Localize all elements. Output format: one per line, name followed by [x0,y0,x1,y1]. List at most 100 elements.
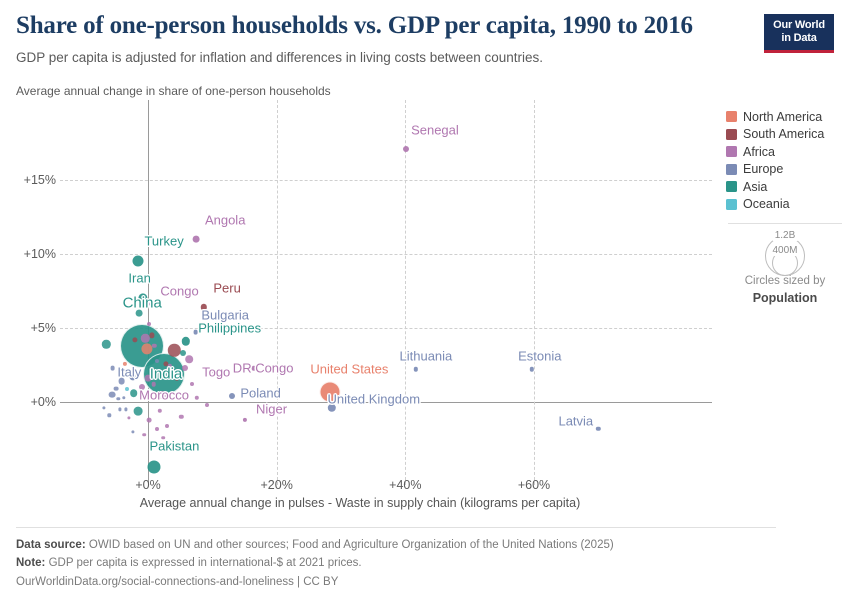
footer-note-label: Note: [16,557,46,570]
data-point-unlabeled-18[interactable] [121,395,126,400]
data-point-unlabeled-34[interactable] [179,414,184,419]
data-point-poland[interactable] [229,393,236,400]
data-point-unlabeled-8[interactable] [141,343,153,355]
data-point-unlabeled-4[interactable] [135,309,143,317]
data-point-unlabeled-2[interactable] [110,365,116,371]
data-point-unlabeled-47[interactable] [130,430,135,434]
data-point-unlabeled-33[interactable] [165,423,170,428]
data-point-unlabeled-27[interactable] [151,381,157,387]
data-point-unlabeled-32[interactable] [155,426,159,431]
data-point-unlabeled-28[interactable] [170,371,175,377]
x-axis-tick-label: +40% [389,478,422,492]
data-point-unlabeled-20[interactable] [118,407,122,411]
data-point-unlabeled-29[interactable] [174,376,180,381]
footer-source-text: OWID based on UN and other sources; Food… [88,539,614,551]
continent-legend: North America South America Africa Europe As… [726,108,844,224]
legend-divider [728,223,842,224]
data-point-unlabeled-40[interactable] [126,369,133,376]
data-point-united-states[interactable] [319,381,341,403]
data-point-unlabeled-10[interactable] [168,343,181,357]
data-point-unlabeled-25[interactable] [130,389,138,397]
size-legend-circles: 1.2B 400M [726,228,844,276]
data-point-unlabeled-3[interactable] [122,361,127,366]
data-point-unlabeled-36[interactable] [205,402,210,407]
data-point-unlabeled-12[interactable] [185,355,193,363]
data-point-unlabeled-7[interactable] [149,332,155,338]
data-point-unlabeled-26[interactable] [144,374,152,382]
legend-item-north-america[interactable]: North America [726,108,844,126]
data-point-unlabeled-44[interactable] [138,384,145,391]
data-point-unlabeled-17[interactable] [116,397,121,401]
owid-logo[interactable]: Our World in Data [764,14,834,53]
data-point-unlabeled-16[interactable] [108,391,116,398]
data-point-unlabeled-38[interactable] [258,394,262,398]
data-point-unlabeled-49[interactable] [189,382,194,387]
data-point-unlabeled-21[interactable] [124,407,128,411]
data-point-lithuania[interactable] [413,367,418,372]
data-point-latvia[interactable] [596,426,601,431]
data-point-unlabeled-30[interactable] [157,408,162,414]
data-point-unlabeled-41[interactable] [163,360,169,367]
data-point-unlabeled-5[interactable] [132,337,138,343]
data-point-unlabeled-19[interactable] [125,386,130,391]
y-axis-tick-label: +10% [23,247,56,261]
data-point-pakistan[interactable] [147,460,161,474]
data-point-unlabeled-35[interactable] [194,395,200,400]
data-point-italy[interactable] [128,373,137,381]
legend-item-africa[interactable]: Africa [726,143,844,161]
data-point-unlabeled-6[interactable] [141,334,150,343]
legend-item-asia[interactable]: Asia [726,178,844,196]
data-point-senegal[interactable] [402,145,409,152]
data-point-morocco[interactable] [157,390,166,399]
data-point-iran[interactable] [138,293,148,303]
gridline-vertical [276,100,278,485]
data-point-estonia[interactable] [529,367,535,372]
data-point-unlabeled-39[interactable] [133,406,143,416]
data-point-togo[interactable] [211,370,216,375]
data-point-unlabeled-1[interactable] [101,340,111,349]
data-point-unlabeled-24[interactable] [102,406,106,410]
scatter-plot-area[interactable]: +0% +5% +10% +15% +0% +20% +40% +60% Senegal Ango… [0,100,720,492]
data-point-unlabeled-43[interactable] [155,358,159,363]
y-axis-tick-label: +15% [23,173,56,187]
data-point-unlabeled-22[interactable] [127,416,131,420]
data-point-india[interactable] [143,352,186,395]
data-point-bulgaria[interactable] [193,330,198,335]
data-point-china[interactable] [120,323,165,368]
data-point-unlabeled-23[interactable] [107,413,112,418]
data-point-label-peru: Peru [213,280,241,296]
population-size-legend: 1.2B 400M Circles sized by Population [726,228,844,306]
data-point-unlabeled-14[interactable] [118,377,126,385]
legend-item-europe[interactable]: Europe [726,161,844,179]
data-point-unlabeled-46[interactable] [142,432,146,437]
data-point-unlabeled-48[interactable] [147,321,152,326]
data-point-unlabeled-45[interactable] [161,435,166,440]
data-point-peru[interactable] [200,304,208,311]
data-point-dr-congo[interactable] [251,365,256,371]
data-point-unlabeled-9[interactable] [152,343,157,348]
y-axis-tick-label: +5% [30,321,56,335]
page-subtitle: GDP per capita is adjusted for inflation… [16,50,544,65]
data-point-label-dr-congo: DR Congo [232,360,294,376]
page-title: Share of one-person households vs. GDP p… [16,12,693,39]
data-point-niger[interactable] [242,417,247,422]
gridline-horizontal [60,254,712,255]
data-point-congo[interactable] [148,302,153,307]
legend-item-oceania[interactable]: Oceania [726,196,844,214]
data-point-unlabeled-42[interactable] [167,364,173,369]
legend-item-label: North America [743,109,823,124]
data-point-angola[interactable] [192,235,200,243]
data-point-unlabeled-13[interactable] [182,364,189,371]
data-point-unlabeled-37[interactable] [251,394,255,398]
data-point-unlabeled-31[interactable] [146,417,152,423]
footer-source: Data source: OWID based on UN and other … [16,536,776,554]
footer-link[interactable]: OurWorldinData.org/social-connections-an… [16,575,339,588]
data-point-philippines[interactable] [181,337,191,346]
legend-item-south-america[interactable]: South America [726,126,844,144]
data-point-unlabeled-15[interactable] [113,386,119,392]
data-point-unlabeled-11[interactable] [180,350,187,357]
data-point-label-togo: Togo [202,364,231,380]
data-point-united-kingdom[interactable] [327,403,337,413]
data-point-turkey[interactable] [132,255,144,267]
